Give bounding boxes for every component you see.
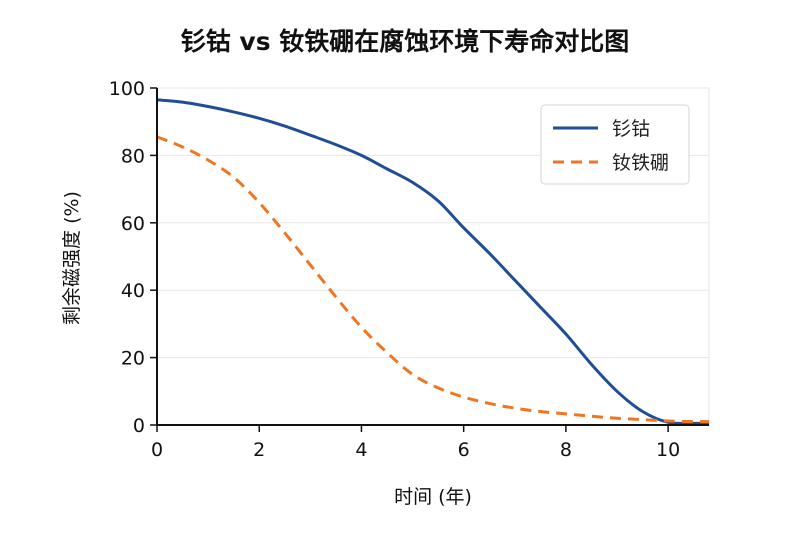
- y-tick-label: 0: [133, 415, 145, 437]
- y-tick-label: 100: [109, 78, 145, 100]
- y-tick-label: 40: [121, 280, 145, 302]
- y-tick-label: 60: [121, 213, 145, 235]
- legend-box: [540, 104, 690, 185]
- x-tick-label: 2: [253, 439, 265, 461]
- x-tick-label: 10: [656, 439, 680, 461]
- series-line-samarium-cobalt: [156, 98, 710, 425]
- x-tick-label: 6: [458, 439, 470, 461]
- x-tick-label: 4: [355, 439, 367, 461]
- series-line-ndfeb: [156, 135, 710, 424]
- y-axis-label: 剩余磁强度 (%): [61, 191, 83, 325]
- grid: [157, 87, 710, 425]
- chart-title: 钐钴 vs 钕铁硼在腐蚀环境下寿命对比图: [181, 27, 630, 56]
- x-tick-label: 0: [151, 439, 163, 461]
- legend-label-ndfeb: 钕铁硼: [612, 152, 669, 174]
- legend-label-samarium-cobalt: 钐钴: [612, 118, 650, 140]
- y-tick-label: 20: [121, 348, 145, 370]
- y-tick-label: 80: [121, 145, 145, 167]
- x-tick-label: 8: [560, 439, 572, 461]
- series-layer: [156, 98, 710, 425]
- x-axis-label: 时间 (年): [394, 486, 472, 508]
- legend: 钐钴 钕铁硼: [540, 104, 690, 185]
